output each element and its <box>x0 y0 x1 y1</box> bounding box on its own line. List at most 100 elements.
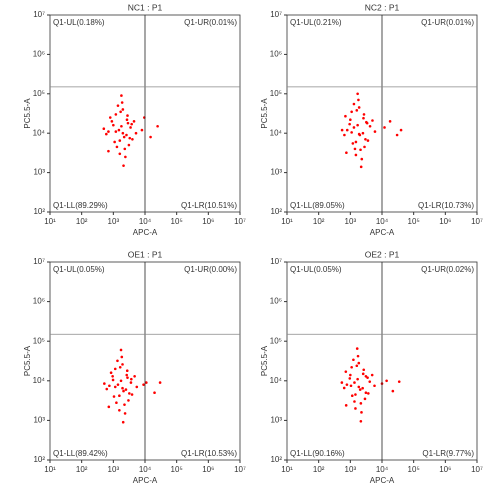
event-dot <box>129 381 133 384</box>
event-dot <box>118 394 121 398</box>
event-dot <box>349 384 353 388</box>
event-dot <box>354 153 358 157</box>
event-dot <box>120 355 124 359</box>
event-dot <box>373 384 376 388</box>
event-dot <box>360 411 363 414</box>
x-tick-label: 10⁶ <box>439 217 451 226</box>
y-tick-label: 10³ <box>270 416 282 425</box>
event-dot <box>345 383 349 386</box>
event-dot <box>383 126 386 129</box>
x-tick-label: 10⁵ <box>408 465 420 474</box>
x-tick-label: 10⁷ <box>234 465 246 474</box>
event-dot <box>125 133 128 137</box>
panel-title: OE1 : P1 <box>128 249 163 259</box>
y-tick-label: 10⁶ <box>270 50 282 59</box>
quadrant-lr: Q1-LR(10.53%) <box>181 449 237 458</box>
event-dot <box>354 407 357 410</box>
event-dot <box>128 392 131 395</box>
event-dot <box>126 121 130 125</box>
event-dot <box>367 392 370 395</box>
panel-title: NC2 : P1 <box>365 2 400 12</box>
event-dot <box>353 400 356 403</box>
event-dot <box>350 110 353 114</box>
event-dot <box>158 381 162 384</box>
y-tick-label: 10⁴ <box>33 128 46 137</box>
event-dot <box>397 380 401 383</box>
y-tick-label: 10² <box>270 207 282 216</box>
x-tick-label: 10⁷ <box>234 217 246 226</box>
event-dot <box>135 385 139 389</box>
event-dot <box>124 388 128 391</box>
event-dot <box>122 135 126 139</box>
event-dot <box>130 122 133 126</box>
x-tick-label: 10⁴ <box>376 465 389 474</box>
quadrant-ll: Q1-LL(89.29%) <box>53 201 108 210</box>
quadrant-lr: Q1-LR(9.77%) <box>422 449 474 458</box>
event-dot <box>357 132 361 136</box>
quadrant-ll: Q1-LL(90.16%) <box>290 449 345 458</box>
y-axis-label: PC5.5-A <box>23 98 32 129</box>
event-dot <box>344 370 348 373</box>
event-dot <box>358 388 362 391</box>
event-dot <box>359 148 362 152</box>
event-dot <box>356 92 359 96</box>
event-dot <box>107 130 110 133</box>
event-dot <box>111 378 115 382</box>
event-dot <box>122 389 125 393</box>
x-tick-label: 10¹ <box>281 465 293 474</box>
event-dot <box>355 109 359 112</box>
x-tick-label: 10⁵ <box>408 217 420 226</box>
event-dot <box>112 395 116 398</box>
y-tick-label: 10⁴ <box>270 376 283 385</box>
event-dot <box>129 126 132 129</box>
event-dot <box>121 108 125 111</box>
event-dot <box>142 383 145 386</box>
event-dot <box>113 140 116 144</box>
event-dot <box>118 152 122 156</box>
event-dot <box>121 420 125 424</box>
y-tick-label: 10³ <box>33 416 45 425</box>
event-dot <box>352 126 356 129</box>
quadrant-ul: Q1-UL(0.21%) <box>290 18 342 27</box>
event-dot <box>115 401 118 404</box>
event-dot <box>127 143 131 147</box>
event-dot <box>156 124 159 128</box>
event-dot <box>348 122 351 126</box>
event-dot <box>130 393 134 396</box>
event-dot <box>120 101 124 104</box>
event-dot <box>361 131 365 135</box>
event-dot <box>357 361 361 365</box>
x-tick-label: 10⁴ <box>139 465 152 474</box>
event-dot <box>110 120 114 123</box>
event-dot <box>355 364 359 368</box>
y-tick-label: 10⁵ <box>270 336 282 345</box>
x-tick-label: 10² <box>313 465 325 474</box>
event-dot <box>357 106 361 109</box>
quadrant-ll: Q1-LL(89.05%) <box>290 201 345 210</box>
event-dot <box>365 121 369 125</box>
y-axis-label: PC5.5-A <box>260 98 269 129</box>
event-dot <box>140 128 144 132</box>
y-tick-label: 10⁶ <box>33 50 45 59</box>
event-dot <box>116 359 119 363</box>
quadrant-lr: Q1-LR(10.73%) <box>418 201 474 210</box>
event-dot <box>345 128 349 132</box>
quadrant-lr: Q1-LR(10.51%) <box>181 201 237 210</box>
event-dot <box>351 142 355 145</box>
event-dot <box>103 382 106 385</box>
event-dot <box>119 348 123 352</box>
x-axis-label: APC-A <box>133 476 158 485</box>
x-tick-label: 10⁷ <box>471 217 483 226</box>
x-tick-label: 10⁴ <box>139 217 152 226</box>
event-dot <box>126 114 129 117</box>
x-tick-label: 10¹ <box>44 465 56 474</box>
y-axis-label: PC5.5-A <box>260 345 269 376</box>
event-dot <box>133 374 136 378</box>
event-dot <box>131 138 134 141</box>
event-dot <box>113 367 117 371</box>
event-dot <box>363 145 366 149</box>
x-tick-label: 10⁴ <box>376 217 389 226</box>
y-tick-label: 10⁷ <box>33 257 45 266</box>
event-dot <box>107 149 110 153</box>
x-tick-label: 10² <box>76 217 88 226</box>
